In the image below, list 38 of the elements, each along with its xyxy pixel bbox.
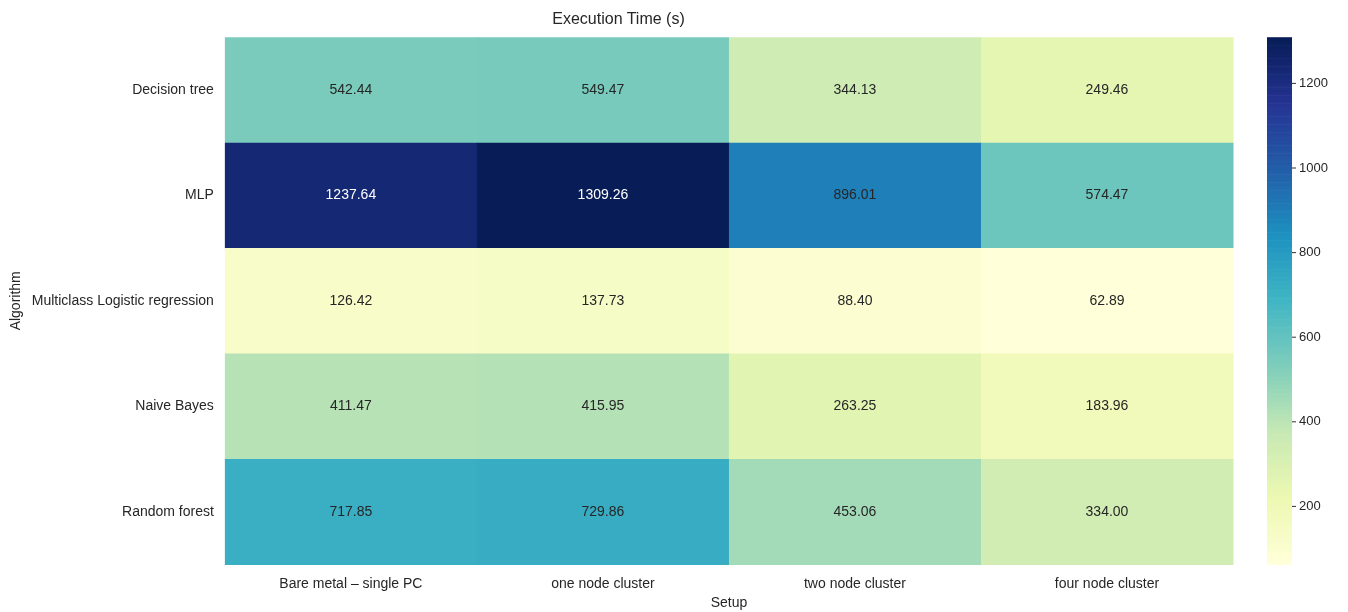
y-tick-label: Decision tree	[132, 80, 215, 97]
data-label: 334.00	[1085, 502, 1129, 519]
y-tick-label: Naive Bayes	[135, 397, 214, 414]
data-label: 137.73	[581, 291, 625, 308]
x-tick-label: four node cluster	[1054, 574, 1160, 591]
x-tick-label: Bare metal – single PC	[279, 574, 423, 591]
data-label: 1237.64	[325, 186, 377, 203]
data-label: 549.47	[581, 80, 625, 97]
color-bar-label: 400	[1299, 413, 1321, 429]
data-label: 88.40	[837, 291, 873, 308]
data-label: 62.89	[1089, 291, 1125, 308]
chart-title: Execution Time (s)	[552, 10, 685, 28]
y-tick-label: Random forest	[122, 502, 214, 519]
y-axis-title: Algorithm	[7, 271, 24, 331]
data-label: 453.06	[833, 502, 877, 519]
data-label: 249.46	[1085, 80, 1129, 97]
data-label: 126.42	[329, 291, 373, 308]
data-label: 574.47	[1085, 186, 1129, 203]
data-label: 411.47	[329, 397, 372, 414]
data-label: 896.01	[833, 186, 877, 203]
data-label: 344.13	[833, 80, 877, 97]
y-tick-label: MLP	[185, 186, 214, 203]
color-bar-label: 800	[1299, 244, 1321, 260]
data-label: 183.96	[1085, 397, 1129, 414]
data-label: 1309.26	[577, 186, 629, 203]
data-label: 263.25	[833, 397, 877, 414]
x-axis-title: Setup	[710, 594, 748, 611]
color-bar-label: 1000	[1299, 159, 1328, 175]
data-label: 717.85	[329, 502, 373, 519]
x-tick-label: two node cluster	[803, 574, 907, 591]
data-label: 415.95	[581, 397, 625, 414]
data-label: 729.86	[581, 502, 625, 519]
x-tick-label: one node cluster	[551, 574, 656, 591]
color-bar-label: 600	[1299, 328, 1321, 344]
y-tick-label: Multiclass Logistic regression	[31, 291, 214, 308]
color-bar-label: 1200	[1299, 74, 1328, 90]
color-bar-label: 200	[1299, 497, 1321, 513]
data-label: 542.44	[329, 80, 373, 97]
